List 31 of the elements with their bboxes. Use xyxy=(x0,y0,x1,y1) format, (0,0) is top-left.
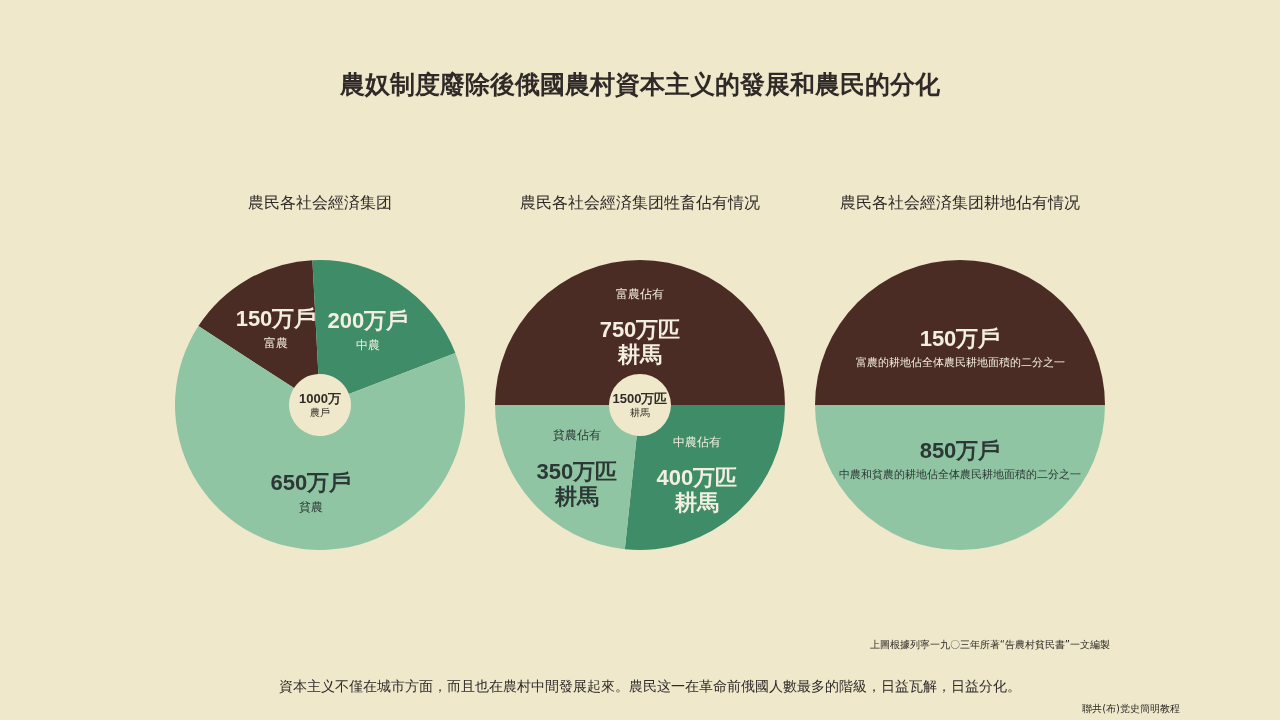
data-label: 200万戶 xyxy=(327,308,409,334)
pie-slice xyxy=(815,405,1105,550)
donut-slice xyxy=(198,260,319,389)
text: 聯共(布)党史簡明教程 xyxy=(1082,703,1180,714)
data-label: 650万戶 xyxy=(270,469,352,495)
chart-title: 農民各社会經済集团牲畜佔有情况 xyxy=(520,193,760,212)
chart-title: 農民各社会經済集团 xyxy=(248,193,392,212)
text: 1000万 xyxy=(299,390,341,406)
text: 耕馬 xyxy=(630,407,650,418)
slice-label: 中農和貧農的耕地佔全体農民耕地面積的二分之一 xyxy=(839,468,1081,480)
donut-slice xyxy=(495,260,785,405)
text: 農戶 xyxy=(310,407,330,418)
pie-slice xyxy=(815,260,1105,405)
slice-label: 富農的耕地佔全体農民耕地面積的二分之一 xyxy=(855,356,1065,368)
text: 資本主义不僅在城市方面，而且也在農村中間發展起來。農民这一在革命前俄國人數最多的階級，日益瓦解，日益分化。 xyxy=(279,678,1021,694)
slice-label: 中農 xyxy=(355,338,380,353)
data-label: 750万匹耕馬 xyxy=(599,317,681,367)
text: 850万戶 xyxy=(919,438,1001,463)
data-label: 400万匹耕馬 xyxy=(656,465,738,516)
slice-label: 富農佔有 xyxy=(616,286,664,301)
text: 上圖根據列寧一九〇三年所著“告農村貧民書”一文編製 xyxy=(869,639,1110,650)
slice-label: 貧農 xyxy=(298,499,323,514)
slice-label: 中農佔有 xyxy=(672,434,721,449)
slice-label: 富農 xyxy=(264,335,288,350)
text: 150万戶 xyxy=(919,326,1001,351)
data-label: 350万匹耕馬 xyxy=(536,458,618,509)
data-label: 150万戶 xyxy=(235,305,317,331)
slice-label: 貧農佔有 xyxy=(552,428,601,443)
text: 農奴制度廢除後俄國農村資本主义的發展和農民的分化 xyxy=(339,70,941,99)
text: 1500万匹 xyxy=(612,390,668,406)
chart-title: 農民各社会經済集团耕地佔有情况 xyxy=(840,193,1080,212)
